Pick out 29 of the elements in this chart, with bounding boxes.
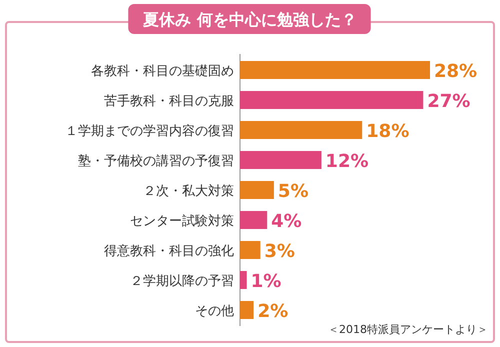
y-tick-label: 塾・予備校の講習の予復習 — [78, 154, 234, 169]
data-label: 28% — [434, 61, 478, 82]
annotation: ＜2018特派員アンケートより＞ — [328, 323, 488, 336]
bar — [240, 91, 424, 109]
data-label: 1% — [250, 271, 282, 292]
data-label: 12% — [325, 151, 369, 172]
y-tick-label: ２学期以降の予習 — [130, 274, 234, 289]
bar — [240, 151, 322, 169]
y-tick-label: １学期までの学習内容の復習 — [65, 123, 234, 139]
data-label: 4% — [271, 211, 302, 232]
data-label: 27% — [427, 91, 470, 112]
y-tick-label: 得意教科・科目の強化 — [104, 244, 234, 259]
data-label: 5% — [278, 181, 308, 202]
bar — [240, 121, 362, 139]
bar — [240, 271, 247, 289]
data-label: 3% — [264, 241, 295, 262]
y-tick-label: その他 — [195, 304, 234, 319]
y-tick-label: ２次・私大対策 — [143, 183, 234, 199]
y-tick-label: センター試験対策 — [130, 213, 234, 229]
bar — [240, 61, 430, 79]
data-label: 2% — [258, 301, 288, 322]
bar — [240, 181, 274, 199]
chart-title: 夏休み 何を中心に勉強した？ — [142, 10, 357, 29]
bar — [240, 211, 268, 229]
data-label: 18% — [366, 121, 410, 142]
y-tick-label: 苦手教科・科目の克服 — [104, 94, 234, 109]
bar — [240, 301, 254, 319]
bar — [240, 241, 260, 259]
y-tick-label: 各教科・科目の基礎固め — [91, 64, 234, 79]
